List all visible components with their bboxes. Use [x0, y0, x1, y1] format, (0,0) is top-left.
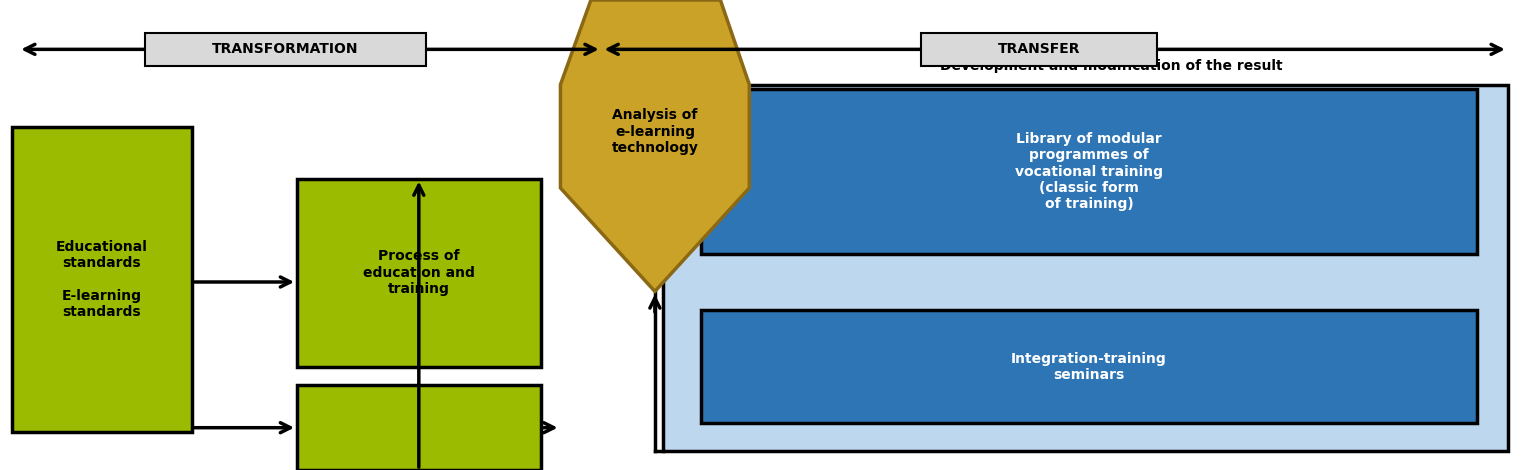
FancyBboxPatch shape	[701, 310, 1477, 423]
FancyBboxPatch shape	[297, 179, 541, 367]
Polygon shape	[560, 0, 749, 291]
Text: TRANSFORMATION: TRANSFORMATION	[212, 42, 359, 56]
Text: TRANSFER: TRANSFER	[998, 42, 1081, 56]
FancyBboxPatch shape	[297, 385, 541, 470]
FancyBboxPatch shape	[663, 85, 1508, 451]
Text: Library of modular
programmes of
vocational training
(classic form
of training): Library of modular programmes of vocatio…	[1014, 132, 1164, 211]
FancyBboxPatch shape	[145, 33, 426, 66]
FancyBboxPatch shape	[12, 127, 192, 432]
FancyBboxPatch shape	[921, 33, 1157, 66]
Text: Integration-training
seminars: Integration-training seminars	[1011, 352, 1167, 382]
Text: Educational
standards

E-learning
standards: Educational standards E-learning standar…	[56, 240, 148, 319]
FancyBboxPatch shape	[701, 89, 1477, 254]
Text: Development and modification of the result: Development and modification of the resu…	[941, 59, 1282, 73]
Text: Process of
education and
training: Process of education and training	[362, 250, 475, 296]
Text: Analysis of
e-learning
technology: Analysis of e-learning technology	[611, 109, 699, 155]
